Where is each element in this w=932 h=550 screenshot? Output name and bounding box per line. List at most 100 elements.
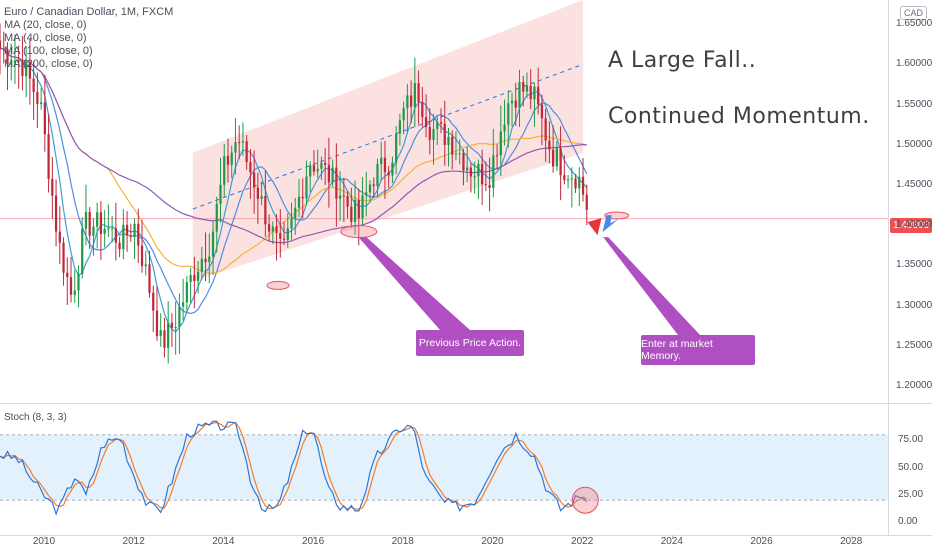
callout-pointer	[603, 237, 700, 335]
channel-band	[192, 0, 584, 282]
candle-body	[282, 238, 286, 240]
candle-body	[279, 232, 282, 239]
candle-body	[488, 184, 491, 188]
candle-body	[54, 195, 58, 232]
price-tick-label: 1.40000	[896, 219, 932, 231]
candle-body	[129, 235, 132, 238]
candle-body	[428, 127, 431, 140]
candle-body	[462, 153, 465, 171]
candle-body	[529, 85, 532, 100]
candle-body	[211, 231, 215, 257]
candle-body	[10, 63, 13, 65]
candle-body	[200, 258, 203, 272]
candle-body	[125, 224, 129, 236]
candle-body	[335, 167, 338, 199]
price-tick-label: 1.20000	[896, 379, 932, 391]
candle-body	[346, 195, 349, 207]
candle-body	[155, 310, 159, 337]
annotation-marks	[266, 211, 700, 335]
candle-body	[62, 242, 65, 273]
candle-body	[144, 264, 147, 267]
stoch-circle-marker	[571, 486, 599, 514]
candle-body	[484, 184, 487, 186]
candle-body	[510, 100, 514, 104]
candle-body	[286, 228, 289, 240]
channel-midline	[192, 63, 584, 210]
candle-body	[552, 149, 555, 167]
candle-body	[290, 218, 293, 229]
candle-body	[226, 156, 230, 165]
candle-body	[267, 224, 271, 232]
candle-body	[495, 155, 499, 157]
candle-body	[2, 48, 5, 50]
moving-averages	[0, 47, 588, 333]
candle-body	[559, 148, 562, 176]
ma200-line	[0, 47, 587, 244]
candle-body	[387, 172, 390, 176]
candle-body	[17, 60, 20, 62]
candle-body	[324, 162, 327, 165]
candle-body	[25, 62, 28, 77]
candle-body	[13, 60, 17, 64]
candle-body	[499, 131, 502, 156]
price-tick-label: 1.30000	[896, 299, 932, 311]
candle-body	[66, 272, 69, 278]
candle-body	[368, 184, 372, 193]
legend-ma100: MA (100, close, 0)	[4, 45, 93, 57]
candle-body	[107, 228, 110, 230]
candle-body	[380, 157, 383, 164]
candle-body	[103, 228, 106, 234]
candle-body	[578, 176, 581, 189]
candle-body	[473, 176, 476, 178]
candle-body	[338, 195, 342, 199]
candle-body	[544, 118, 547, 141]
stoch-d-line	[0, 421, 588, 510]
candle-body	[163, 330, 166, 348]
candle-body	[507, 103, 510, 125]
candle-body	[301, 196, 304, 199]
last-price-tag: 1.40803	[890, 218, 932, 233]
candle-body	[454, 153, 458, 155]
candle-body	[350, 206, 353, 222]
candle-body	[39, 102, 43, 104]
price-tick-label: 1.60000	[896, 58, 932, 70]
candle-body	[398, 120, 402, 134]
candle-body	[174, 327, 177, 329]
candle-body	[77, 273, 80, 291]
candle-body	[122, 224, 125, 250]
candle-body	[458, 153, 461, 155]
candle-body	[309, 165, 312, 177]
candle-body	[73, 290, 76, 295]
candle-body	[331, 167, 334, 183]
candle-body	[249, 162, 252, 173]
candle-body	[140, 245, 144, 267]
candle-body	[204, 258, 207, 263]
stoch-tick-label: 50.00	[898, 461, 924, 473]
candle-body	[219, 184, 222, 204]
candle-body	[170, 322, 174, 328]
candle-body	[522, 82, 525, 92]
candle-body	[234, 142, 237, 153]
candle-body	[383, 157, 387, 173]
candle-body	[245, 141, 248, 163]
time-tick-label: 2020	[481, 536, 504, 547]
candle-body	[114, 228, 117, 243]
candle-body	[537, 86, 540, 105]
candle-body	[563, 175, 566, 181]
candle-body	[185, 282, 188, 303]
candle-body	[148, 264, 151, 293]
stoch-k-line	[0, 420, 588, 516]
candles	[0, 23, 588, 364]
candle-body	[402, 108, 405, 121]
candle-body	[81, 228, 84, 274]
candle-body	[137, 223, 140, 246]
candle-body	[260, 195, 263, 200]
candle-body	[477, 164, 480, 177]
ellipse-marker	[266, 280, 290, 290]
candle-body	[492, 155, 495, 188]
ma40-line	[0, 47, 588, 315]
candle-body	[238, 142, 241, 144]
candle-body	[466, 167, 469, 171]
candle-body	[365, 192, 368, 196]
